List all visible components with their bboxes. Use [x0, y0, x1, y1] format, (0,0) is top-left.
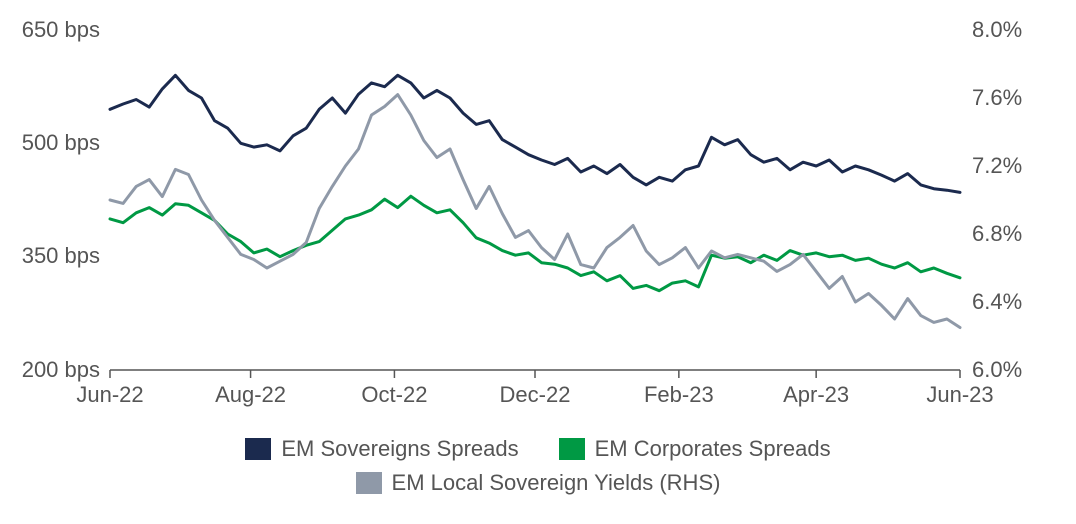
- x-tick: Feb-23: [644, 382, 714, 408]
- y-left-tick: 500 bps: [22, 130, 100, 156]
- x-tick: Dec-22: [500, 382, 571, 408]
- y-left-tick: 650 bps: [22, 17, 100, 43]
- legend-item-em_corporates: EM Corporates Spreads: [559, 436, 831, 462]
- legend-swatch: [559, 438, 585, 460]
- y-right-tick: 6.0%: [972, 357, 1022, 383]
- y-right-tick: 7.6%: [972, 85, 1022, 111]
- legend-label: EM Local Sovereign Yields (RHS): [392, 470, 721, 496]
- legend-item-em_sovereigns: EM Sovereigns Spreads: [245, 436, 518, 462]
- legend-item-em_local_yields: EM Local Sovereign Yields (RHS): [356, 470, 721, 496]
- series-line-em_sovereigns: [110, 75, 960, 192]
- chart-plot-svg: [0, 0, 1076, 420]
- x-tick: Jun-23: [926, 382, 993, 408]
- y-right-tick: 7.2%: [972, 153, 1022, 179]
- x-tick: Oct-22: [361, 382, 427, 408]
- legend-swatch: [245, 438, 271, 460]
- em-spreads-chart: 200 bps 350 bps 500 bps 650 bps 6.0% 6.4% 6.8%…: [0, 0, 1076, 524]
- y-right-tick: 6.4%: [972, 289, 1022, 315]
- y-right-tick: 8.0%: [972, 17, 1022, 43]
- series-line-em_corporates: [110, 196, 960, 291]
- x-tick: Apr-23: [783, 382, 849, 408]
- chart-legend: EM Sovereigns Spreads EM Corporates Sprea…: [0, 422, 1076, 496]
- legend-label: EM Sovereigns Spreads: [281, 436, 518, 462]
- y-left-tick: 200 bps: [22, 357, 100, 383]
- x-tick: Jun-22: [76, 382, 143, 408]
- legend-label: EM Corporates Spreads: [595, 436, 831, 462]
- y-right-tick: 6.8%: [972, 221, 1022, 247]
- x-tick: Aug-22: [215, 382, 286, 408]
- series-line-em_local_yields: [110, 95, 960, 328]
- y-left-tick: 350 bps: [22, 243, 100, 269]
- legend-swatch: [356, 472, 382, 494]
